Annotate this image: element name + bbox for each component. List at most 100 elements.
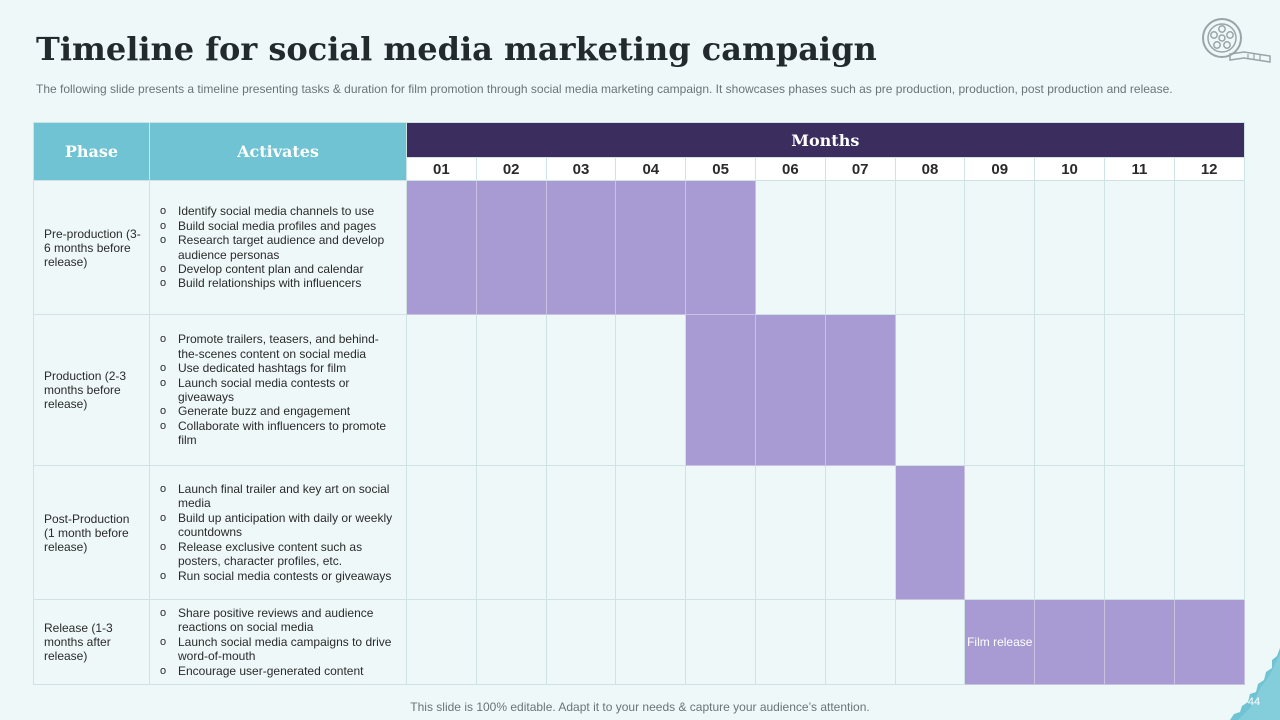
timeline-empty-cell bbox=[1034, 465, 1105, 600]
activity-item: Build up anticipation with daily or week… bbox=[158, 511, 396, 540]
timeline-empty-cell bbox=[824, 465, 896, 600]
activities-list: Launch final trailer and key art on soci… bbox=[158, 482, 396, 583]
phase-row: Pre-production (3-6 months before releas… bbox=[33, 180, 1245, 315]
timeline-empty-cell bbox=[964, 314, 1036, 466]
activity-item: Research target audience and develop aud… bbox=[158, 233, 396, 262]
timeline-empty-cell bbox=[754, 180, 826, 315]
timeline-bar-cell bbox=[545, 180, 617, 315]
timeline-empty-cell bbox=[406, 599, 477, 685]
timeline-empty-cell bbox=[1173, 314, 1245, 466]
activity-item: Collaborate with influencers to promote … bbox=[158, 419, 396, 448]
timeline-empty-cell bbox=[894, 599, 966, 685]
timeline-empty-cell bbox=[545, 314, 617, 466]
activity-item: Promote trailers, teasers, and behind-th… bbox=[158, 332, 396, 361]
activities-cell: Promote trailers, teasers, and behind-th… bbox=[149, 314, 407, 466]
timeline-empty-cell bbox=[406, 465, 477, 600]
month-number-row: 01 02 03 04 05 06 07 08 09 10 11 12 bbox=[34, 157, 1245, 181]
phase-name: Post-Production (1 month before release) bbox=[33, 465, 150, 600]
month-label: 10 bbox=[1034, 157, 1105, 181]
month-label: 04 bbox=[615, 157, 687, 181]
timeline-empty-cell bbox=[824, 599, 896, 685]
timeline-empty-cell bbox=[615, 599, 687, 685]
timeline-empty-cell bbox=[1103, 465, 1175, 600]
timeline-empty-cell bbox=[615, 314, 687, 466]
timeline-bar-cell bbox=[406, 180, 477, 315]
timeline-empty-cell bbox=[824, 180, 896, 315]
film-reel-icon bbox=[1202, 18, 1271, 63]
activities-list: Promote trailers, teasers, and behind-th… bbox=[158, 332, 396, 447]
activity-item: Develop content plan and calendar bbox=[158, 262, 396, 277]
page-subtitle: The following slide presents a timeline … bbox=[36, 82, 1173, 96]
timeline-bar-cell bbox=[685, 180, 756, 315]
activities-cell: Share positive reviews and audience reac… bbox=[149, 599, 407, 685]
timeline-empty-cell bbox=[1103, 314, 1175, 466]
timeline-bar-cell bbox=[1103, 599, 1175, 685]
activity-item: Launch final trailer and key art on soci… bbox=[158, 482, 396, 511]
timeline-bar-cell bbox=[1034, 599, 1105, 685]
timeline-bar-cell bbox=[754, 314, 826, 466]
month-label: 02 bbox=[475, 157, 547, 181]
footer-note: This slide is 100% editable. Adapt it to… bbox=[410, 700, 870, 714]
timeline-bar-cell bbox=[1173, 599, 1245, 685]
month-label: 09 bbox=[964, 157, 1036, 181]
timeline-empty-cell bbox=[754, 465, 826, 600]
phase-row: Post-Production (1 month before release)… bbox=[33, 465, 1245, 600]
timeline-empty-cell bbox=[475, 465, 547, 600]
timeline-empty-cell bbox=[1173, 180, 1245, 315]
activity-item: Generate buzz and engagement bbox=[158, 404, 396, 419]
phase-name: Release (1-3 months after release) bbox=[33, 599, 150, 685]
activity-item: Launch social media contests or giveaway… bbox=[158, 376, 396, 405]
month-label: 11 bbox=[1103, 157, 1175, 181]
timeline-empty-cell bbox=[1034, 314, 1105, 466]
timeline-body: Pre-production (3-6 months before releas… bbox=[33, 180, 1245, 685]
timeline-empty-cell bbox=[894, 180, 966, 315]
corner-decoration bbox=[1230, 648, 1280, 720]
timeline-empty-cell bbox=[475, 314, 547, 466]
phase-name: Production (2-3 months before release) bbox=[33, 314, 150, 466]
timeline-empty-cell bbox=[406, 314, 477, 466]
month-label: 06 bbox=[754, 157, 826, 181]
month-label: 07 bbox=[824, 157, 896, 181]
timeline-empty-cell bbox=[545, 599, 617, 685]
phase-name: Pre-production (3-6 months before releas… bbox=[33, 180, 150, 315]
phase-row: Production (2-3 months before release) Pr… bbox=[33, 314, 1245, 466]
timeline-bar-cell bbox=[475, 180, 547, 315]
months-header: Months bbox=[406, 122, 1245, 158]
activity-item: Build social media profiles and pages bbox=[158, 219, 396, 234]
timeline-empty-cell bbox=[475, 599, 547, 685]
timeline-bar-cell bbox=[615, 180, 687, 315]
activity-item: Release exclusive content such as poster… bbox=[158, 540, 396, 569]
month-label: 03 bbox=[545, 157, 617, 181]
activities-header: Activates bbox=[149, 122, 407, 181]
timeline-bar-cell bbox=[824, 314, 896, 466]
timeline-empty-cell bbox=[615, 465, 687, 600]
phase-row: Release (1-3 months after release) Share … bbox=[33, 599, 1245, 685]
timeline-empty-cell bbox=[545, 465, 617, 600]
timeline-empty-cell bbox=[1034, 180, 1105, 315]
timeline-empty-cell bbox=[1103, 180, 1175, 315]
page-title: Timeline for social media marketing camp… bbox=[36, 30, 877, 68]
phase-header: Phase bbox=[33, 122, 150, 181]
timeline-empty-cell bbox=[964, 465, 1036, 600]
activity-item: Run social media contests or giveaways bbox=[158, 569, 396, 584]
month-label: 01 bbox=[406, 157, 477, 181]
activity-item: Identify social media channels to use bbox=[158, 204, 396, 219]
timeline-bar-cell bbox=[685, 314, 756, 466]
page-number: 44 bbox=[1247, 696, 1261, 708]
activity-item: Encourage user-generated content bbox=[158, 664, 396, 679]
activities-cell: Launch final trailer and key art on soci… bbox=[149, 465, 407, 600]
activities-list: Share positive reviews and audience reac… bbox=[158, 606, 396, 678]
activities-cell: Identify social media channels to useBui… bbox=[149, 180, 407, 315]
month-label: 05 bbox=[685, 157, 756, 181]
film-release-label: Film release bbox=[964, 599, 1036, 685]
timeline-empty-cell bbox=[964, 180, 1036, 315]
timeline-empty-cell bbox=[754, 599, 826, 685]
activity-item: Use dedicated hashtags for film bbox=[158, 361, 396, 376]
timeline-table: Phase Activates Months 01 02 03 04 05 06 07 08 0… bbox=[33, 122, 1245, 685]
activities-list: Identify social media channels to useBui… bbox=[158, 204, 396, 291]
timeline-empty-cell bbox=[1173, 465, 1245, 600]
timeline-empty-cell bbox=[685, 465, 756, 600]
month-label: 12 bbox=[1173, 157, 1245, 181]
timeline-empty-cell bbox=[894, 314, 966, 466]
timeline-empty-cell bbox=[685, 599, 756, 685]
